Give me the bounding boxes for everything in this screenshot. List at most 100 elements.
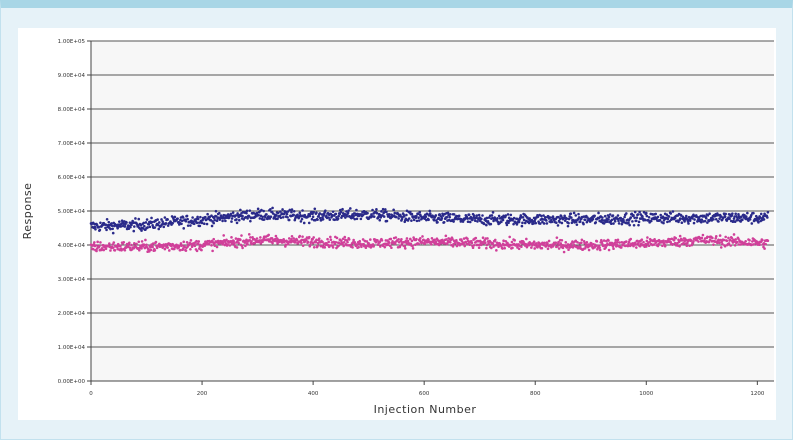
upper-series-point [123,225,127,228]
upper-series-point [405,213,408,217]
lower-series-point [491,242,495,246]
upper-series-point [691,217,694,220]
lower-series-point [222,234,226,237]
lower-series-point [102,248,106,252]
lower-series-point [497,245,500,248]
lower-series-point [379,245,382,248]
upper-series-point [327,216,330,219]
lower-series-point [149,245,152,249]
upper-series-point [339,210,343,214]
lower-series-point [294,240,297,244]
lower-series-point [329,238,333,242]
lower-series-point [154,240,158,244]
lower-series-point [483,241,487,245]
upper-series-point [638,210,641,214]
upper-series-point [186,217,189,221]
upper-series-point [583,218,587,222]
lower-series-point [671,242,675,246]
upper-series-point [536,215,540,219]
lower-series-point [477,246,481,250]
lower-series-point [502,239,505,242]
upper-series-point [109,227,112,231]
lower-series-point [284,243,288,247]
lower-series-point [736,240,739,244]
upper-series-point [706,214,710,217]
lower-series-point [682,241,685,245]
upper-series-point [471,218,474,222]
upper-series-point [245,209,249,213]
upper-series-point [215,215,218,218]
upper-series-point [213,218,217,222]
lower-series-point [91,247,95,251]
lower-series-point [241,246,244,250]
lower-series-point [613,241,617,244]
upper-series-point [620,222,624,226]
upper-series-point [570,221,574,225]
lower-series-point [492,245,495,248]
upper-series-point [466,220,470,223]
lower-series-point [656,244,660,248]
upper-series-point [163,216,167,219]
upper-series-point [104,223,108,227]
lower-series-point [685,244,689,248]
lower-series-point [312,245,316,249]
upper-series-point [750,222,754,225]
upper-series-point [417,219,421,222]
upper-series-point [312,210,315,214]
upper-series-point [196,215,199,219]
lower-series-point [270,236,274,240]
upper-series-point [665,213,669,216]
upper-series-point [489,222,493,226]
upper-series-point [144,221,148,224]
lower-series-point [451,237,454,241]
upper-series-point [659,213,663,217]
upper-series-point [245,211,248,215]
lower-series-point [485,246,488,250]
upper-series-point [385,219,389,223]
lower-series-point [728,238,732,242]
upper-series-point [384,208,387,211]
upper-series-point [150,220,154,224]
upper-series-point [157,227,161,231]
lower-series-point [247,233,251,236]
lower-series-point [342,244,345,248]
lower-series-point [310,240,313,243]
upper-series-point [176,217,179,220]
upper-series-point [468,220,472,224]
lower-series-point [600,240,604,244]
upper-series-point [255,211,259,215]
lower-series-point [561,246,565,250]
lower-series-point [317,237,321,240]
upper-series-point [215,219,219,223]
lower-series-point [557,240,560,244]
upper-series-point [191,220,195,223]
upper-series-point [695,215,699,219]
lower-series-point [331,246,335,249]
upper-series-point [766,210,770,214]
lower-series-point [376,243,380,247]
upper-series-point [630,212,634,216]
upper-series-point [699,220,703,224]
upper-series-point [731,212,734,215]
upper-series-point [410,219,413,222]
lower-series-point [305,238,308,242]
lower-series-point [725,239,729,243]
upper-series-point [500,220,503,224]
upper-series-point [654,212,658,216]
lower-series-point [108,242,111,245]
lower-series-point [420,241,424,244]
upper-series-point [347,209,350,212]
lower-series-point [335,236,339,240]
lower-series-point [443,241,447,245]
lower-series-point [752,243,755,246]
upper-series-point [666,220,669,224]
upper-series-point [192,222,196,226]
lower-series-point [647,244,651,248]
upper-series-point [616,214,620,217]
lower-series-point [410,239,414,243]
upper-series-point [418,210,422,214]
upper-series-point [686,220,690,223]
lower-series-point [618,241,621,244]
upper-series-point [239,208,242,212]
lower-series-point [744,239,747,243]
